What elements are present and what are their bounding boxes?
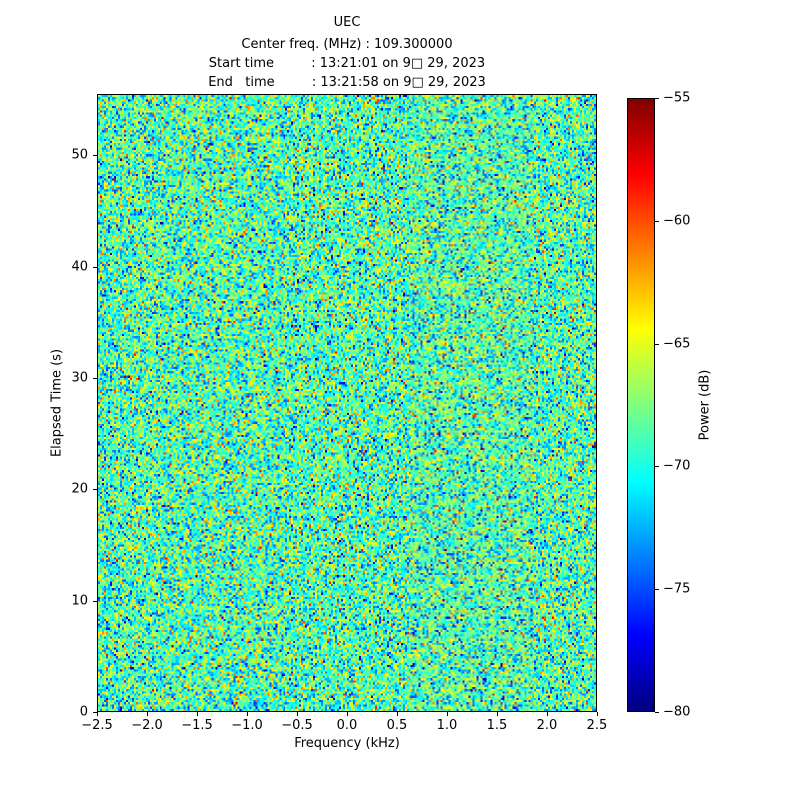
colorbar-tick-label: −55 — [663, 90, 691, 106]
x-tick-mark — [297, 712, 298, 716]
y-tick-label: 0 — [79, 704, 88, 720]
colorbar-tick-label: −75 — [663, 581, 691, 597]
y-tick-label: 40 — [71, 259, 88, 275]
x-tick-label: 1.5 — [486, 718, 508, 733]
colorbar-label: Power (dB) — [697, 369, 713, 441]
y-tick-label: 50 — [71, 147, 88, 163]
colorbar-tick-mark — [655, 343, 659, 345]
y-axis-label: Elapsed Time (s) — [49, 348, 65, 458]
center-freq-line: Center freq. (MHz) : 109.300000 — [241, 37, 453, 52]
x-tick-mark — [347, 712, 348, 716]
start-time-line: Start time : 13:21:01 on 9□ 29, 2023 — [208, 56, 486, 71]
colorbar — [627, 98, 655, 712]
x-tick-label: −2.5 — [81, 718, 113, 733]
x-tick-mark — [97, 712, 98, 716]
colorbar-tick-label: −80 — [663, 704, 691, 720]
x-tick-label: 2.0 — [536, 718, 558, 733]
spectrogram-plot-area — [97, 94, 597, 712]
colorbar-tick-mark — [655, 98, 659, 99]
y-tick-label: 20 — [71, 481, 88, 497]
x-tick-label: −1.0 — [231, 718, 263, 733]
x-tick-mark — [497, 712, 498, 716]
colorbar-tick-mark — [655, 712, 659, 713]
colorbar-tick-mark — [655, 466, 659, 468]
x-tick-mark — [197, 712, 198, 716]
x-tick-mark — [547, 712, 548, 716]
colorbar-tick-mark — [655, 220, 659, 222]
figure-title: UEC — [333, 15, 361, 30]
y-tick-mark — [93, 377, 97, 379]
colorbar-tick-label: −70 — [663, 458, 691, 474]
end-time-line: End time : 13:21:58 on 9□ 29, 2023 — [208, 75, 486, 90]
x-tick-mark — [147, 712, 148, 716]
spectrogram-heatmap — [98, 95, 596, 711]
x-axis-label: Frequency (kHz) — [294, 736, 400, 751]
x-tick-label: −1.5 — [181, 718, 213, 733]
colorbar-tick-label: −60 — [663, 213, 691, 229]
x-tick-mark — [247, 712, 248, 716]
x-tick-label: 0.0 — [336, 718, 358, 733]
x-tick-mark — [397, 712, 398, 716]
x-tick-label: 0.5 — [386, 718, 408, 733]
colorbar-gradient — [628, 99, 654, 711]
x-tick-mark — [447, 712, 448, 716]
colorbar-tick-mark — [655, 589, 659, 591]
y-tick-mark — [93, 712, 97, 713]
x-tick-mark — [597, 712, 598, 716]
x-tick-label: 1.0 — [436, 718, 458, 733]
x-tick-label: 2.5 — [586, 718, 608, 733]
y-tick-mark — [93, 266, 97, 268]
y-tick-mark — [93, 600, 97, 602]
x-tick-label: −0.5 — [281, 718, 313, 733]
y-tick-label: 10 — [71, 593, 88, 609]
y-tick-label: 30 — [71, 370, 88, 386]
colorbar-tick-label: −65 — [663, 336, 691, 352]
y-tick-mark — [93, 155, 97, 157]
y-tick-mark — [93, 489, 97, 491]
x-tick-label: −2.0 — [131, 718, 163, 733]
